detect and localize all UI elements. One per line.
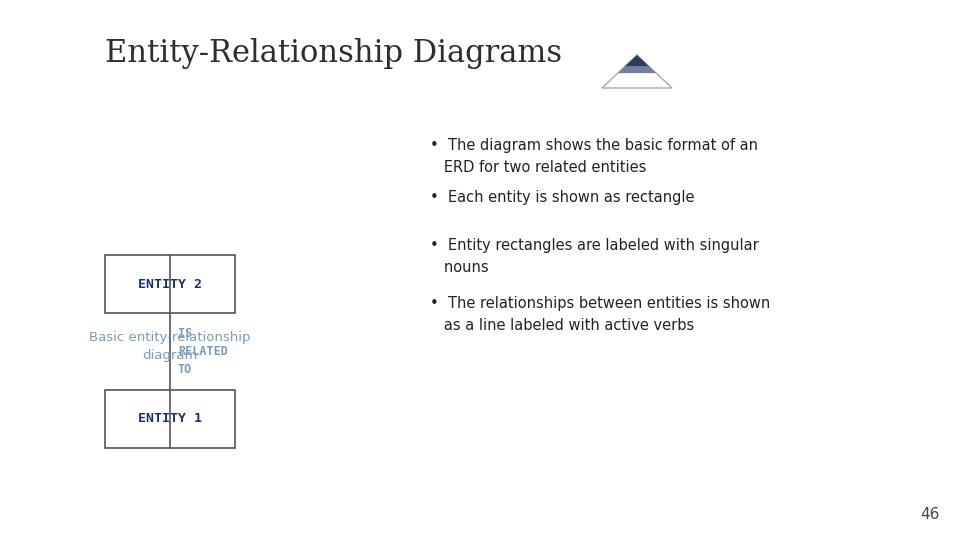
Text: Entity-Relationship Diagrams: Entity-Relationship Diagrams xyxy=(105,38,563,69)
Bar xyxy=(105,255,235,313)
Text: •  The diagram shows the basic format of an
   ERD for two related entities: • The diagram shows the basic format of … xyxy=(430,138,758,174)
Text: •  Entity rectangles are labeled with singular
   nouns: • Entity rectangles are labeled with sin… xyxy=(430,238,758,275)
Text: 46: 46 xyxy=(921,507,940,522)
Text: •  The relationships between entities is shown
   as a line labeled with active : • The relationships between entities is … xyxy=(430,296,770,333)
Text: IS
RELATED
TO: IS RELATED TO xyxy=(178,327,228,376)
Text: ENTITY 2: ENTITY 2 xyxy=(138,278,202,291)
Bar xyxy=(105,390,235,448)
Text: ENTITY 1: ENTITY 1 xyxy=(138,413,202,426)
Text: Basic entity-relationship
diagram: Basic entity-relationship diagram xyxy=(89,331,251,362)
Polygon shape xyxy=(602,55,672,88)
Polygon shape xyxy=(617,66,657,73)
Polygon shape xyxy=(625,55,649,66)
Text: •  Each entity is shown as rectangle: • Each entity is shown as rectangle xyxy=(430,190,694,205)
